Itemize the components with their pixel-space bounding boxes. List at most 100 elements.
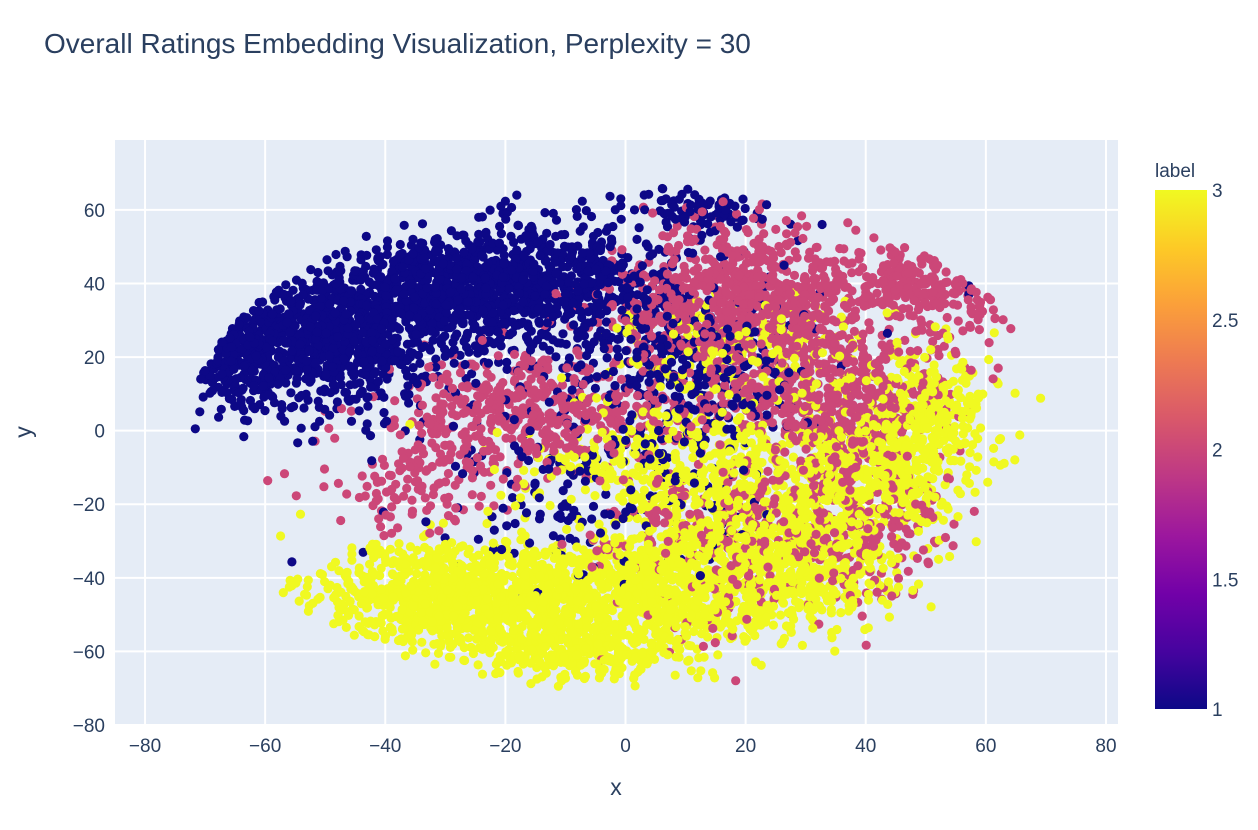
data-point-label-3 (755, 575, 765, 585)
data-point-label-3 (973, 452, 983, 462)
data-point-label-3 (945, 551, 955, 562)
data-point-label-1 (289, 401, 299, 411)
data-point-label-3 (684, 655, 694, 665)
data-point-label-2 (761, 348, 771, 359)
data-point-label-1 (567, 385, 577, 395)
data-point-label-2 (557, 380, 568, 390)
data-point-label-3 (797, 640, 808, 651)
data-point-label-3 (664, 434, 674, 444)
data-point-label-3 (400, 651, 410, 661)
data-point-label-2 (455, 368, 466, 378)
data-point-label-2 (376, 522, 386, 532)
data-point-label-3 (689, 626, 699, 637)
data-point-label-3 (860, 624, 870, 635)
data-point-label-1 (431, 354, 441, 364)
data-point-label-2 (620, 400, 630, 410)
data-point-label-2 (414, 408, 424, 418)
data-point-label-1 (512, 190, 522, 200)
data-point-label-3 (756, 660, 766, 670)
data-point-label-2 (690, 234, 700, 244)
data-point-label-3 (408, 645, 418, 655)
data-point-label-2 (763, 466, 773, 476)
data-point-label-1 (427, 319, 437, 329)
data-point-label-1 (558, 486, 568, 496)
data-point-label-1 (510, 321, 520, 331)
data-point-label-1 (474, 229, 484, 239)
data-point-label-3 (529, 467, 540, 477)
data-point-label-2 (689, 266, 699, 276)
data-point-label-2 (913, 346, 923, 356)
data-point-label-2 (843, 218, 853, 228)
data-point-label-2 (917, 259, 927, 269)
data-point-label-1 (629, 205, 640, 215)
data-point-label-2 (467, 490, 477, 500)
data-point-label-1 (325, 410, 335, 420)
data-point-label-2 (990, 313, 1000, 324)
data-point-label-1 (190, 424, 200, 434)
data-point-label-2 (672, 221, 682, 231)
data-point-label-1 (703, 219, 713, 229)
data-point-label-1 (354, 406, 364, 416)
data-point-label-2 (851, 225, 861, 235)
data-point-label-1 (581, 339, 591, 349)
data-point-label-1 (502, 521, 512, 531)
data-point-label-2 (710, 404, 720, 414)
data-point-label-2 (472, 453, 482, 463)
data-point-label-2 (727, 631, 737, 641)
data-point-label-1 (513, 220, 523, 230)
data-point-label-2 (395, 430, 405, 440)
data-point-label-2 (546, 418, 556, 428)
data-point-label-2 (616, 374, 627, 384)
data-point-label-1 (692, 378, 703, 388)
data-point-label-1 (417, 219, 428, 229)
data-point-label-3 (519, 465, 529, 475)
data-point-label-1 (507, 493, 518, 503)
data-point-label-1 (308, 436, 318, 446)
data-point-label-1 (299, 403, 309, 413)
data-point-label-2 (330, 433, 340, 443)
data-point-label-1 (260, 406, 270, 416)
data-point-label-1 (361, 231, 371, 241)
data-point-label-1 (254, 297, 264, 308)
data-point-label-3 (926, 602, 936, 612)
data-point-label-1 (590, 383, 601, 393)
data-point-label-3 (826, 604, 837, 615)
data-point-label-1 (217, 387, 227, 397)
data-point-label-2 (387, 528, 397, 538)
data-point-label-1 (440, 533, 450, 543)
data-point-label-2 (802, 221, 812, 231)
data-point-label-1 (705, 196, 715, 206)
data-point-label-1 (616, 214, 626, 224)
data-point-label-3 (300, 589, 310, 599)
data-point-label-1 (408, 363, 418, 373)
data-point-label-2 (872, 288, 882, 298)
data-point-label-3 (953, 385, 964, 395)
data-point-label-3 (548, 661, 559, 671)
data-point-label-2 (799, 274, 809, 284)
data-point-label-1 (371, 245, 381, 255)
chart-title: Overall Ratings Embedding Visualization,… (44, 28, 751, 59)
data-point-label-3 (466, 642, 476, 653)
data-point-label-1 (382, 242, 392, 252)
data-point-label-1 (450, 461, 461, 471)
data-point-label-3 (776, 324, 786, 335)
data-point-label-1 (656, 196, 666, 206)
data-point-label-2 (847, 268, 857, 278)
data-point-label-2 (435, 449, 446, 459)
data-point-label-2 (319, 464, 330, 474)
data-point-label-2 (941, 267, 951, 277)
data-point-label-3 (688, 452, 698, 463)
data-point-label-3 (1015, 430, 1025, 440)
data-point-label-2 (900, 335, 910, 345)
data-point-label-1 (661, 217, 671, 227)
data-point-label-2 (859, 349, 869, 359)
data-point-label-3 (775, 610, 786, 620)
data-point-label-2 (393, 523, 403, 533)
data-point-label-2 (474, 501, 484, 511)
data-point-label-2 (291, 491, 301, 501)
data-point-label-3 (984, 354, 994, 365)
data-point-label-2 (900, 243, 910, 253)
data-point-label-3 (934, 554, 944, 564)
data-point-label-2 (942, 312, 952, 323)
